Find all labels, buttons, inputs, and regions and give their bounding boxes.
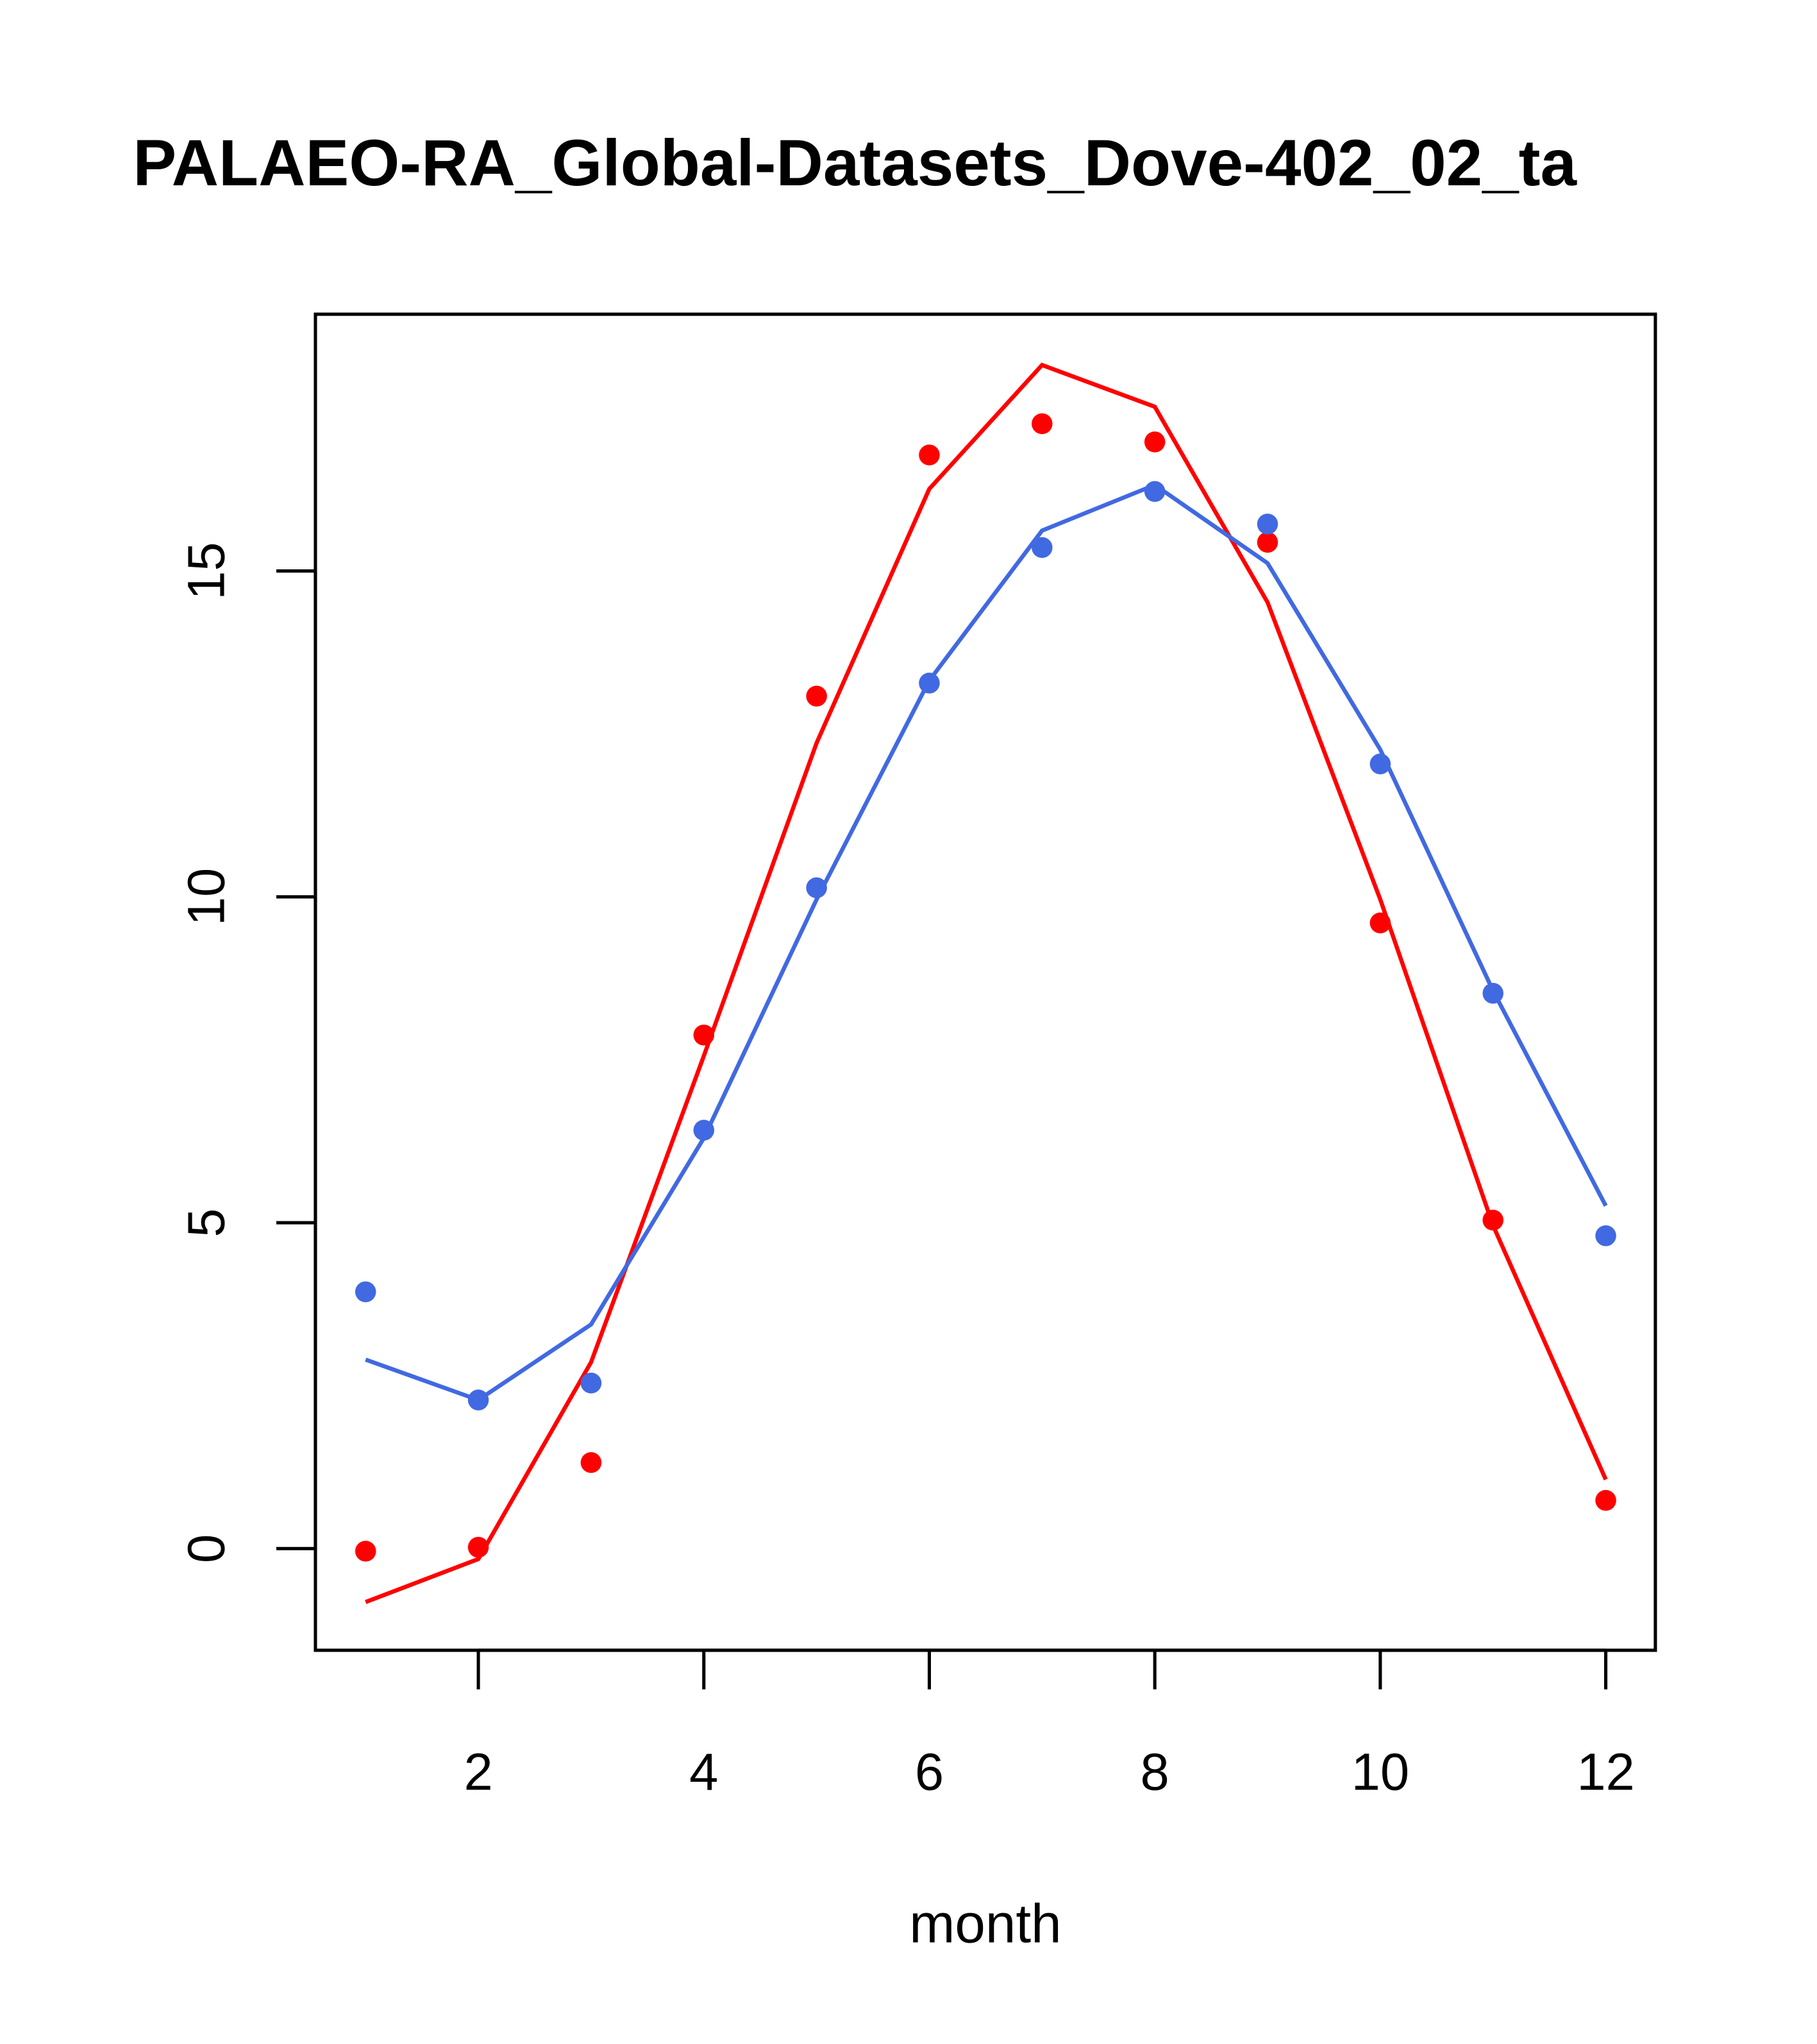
red-points-point bbox=[806, 685, 827, 707]
y-tick-label: 0 bbox=[178, 1534, 236, 1563]
x-axis: 2 4 6 8 10 12 bbox=[464, 1648, 1635, 1801]
x-axis-label: month bbox=[909, 1893, 1061, 1954]
blue-points-point bbox=[1595, 1225, 1616, 1246]
blue-points-point bbox=[355, 1281, 376, 1303]
red-points-point bbox=[919, 444, 940, 465]
red-points-point bbox=[1595, 1489, 1616, 1511]
blue-points-point bbox=[1257, 514, 1278, 535]
y-tick-label: 10 bbox=[178, 868, 236, 926]
red-points-point bbox=[1032, 413, 1053, 435]
y-axis: 0 5 10 15 bbox=[178, 542, 317, 1563]
x-tick-label: 10 bbox=[1352, 1743, 1409, 1801]
x-tick-label: 4 bbox=[689, 1743, 718, 1801]
red-points-point bbox=[1257, 532, 1278, 553]
x-tick-label: 6 bbox=[915, 1743, 944, 1801]
series-marks bbox=[355, 362, 1616, 1604]
red-points-point bbox=[355, 1541, 376, 1562]
y-tick-label: 15 bbox=[178, 542, 236, 599]
y-tick-label: 5 bbox=[178, 1208, 236, 1237]
chart-title: PALAEO-RA_Global-Datasets_Dove-402_02_ta bbox=[133, 126, 1577, 199]
plot-frame bbox=[314, 312, 1657, 1652]
blue-points-point bbox=[580, 1372, 602, 1394]
red-points-point bbox=[580, 1452, 602, 1473]
x-tick-label: 12 bbox=[1577, 1743, 1634, 1801]
blue-points-point bbox=[1032, 537, 1053, 558]
red-points-point bbox=[1144, 431, 1166, 453]
red-line-series bbox=[365, 362, 1608, 1604]
x-tick-label: 8 bbox=[1141, 1743, 1169, 1801]
x-tick-label: 2 bbox=[464, 1743, 492, 1801]
blue-line-series bbox=[365, 482, 1608, 1403]
